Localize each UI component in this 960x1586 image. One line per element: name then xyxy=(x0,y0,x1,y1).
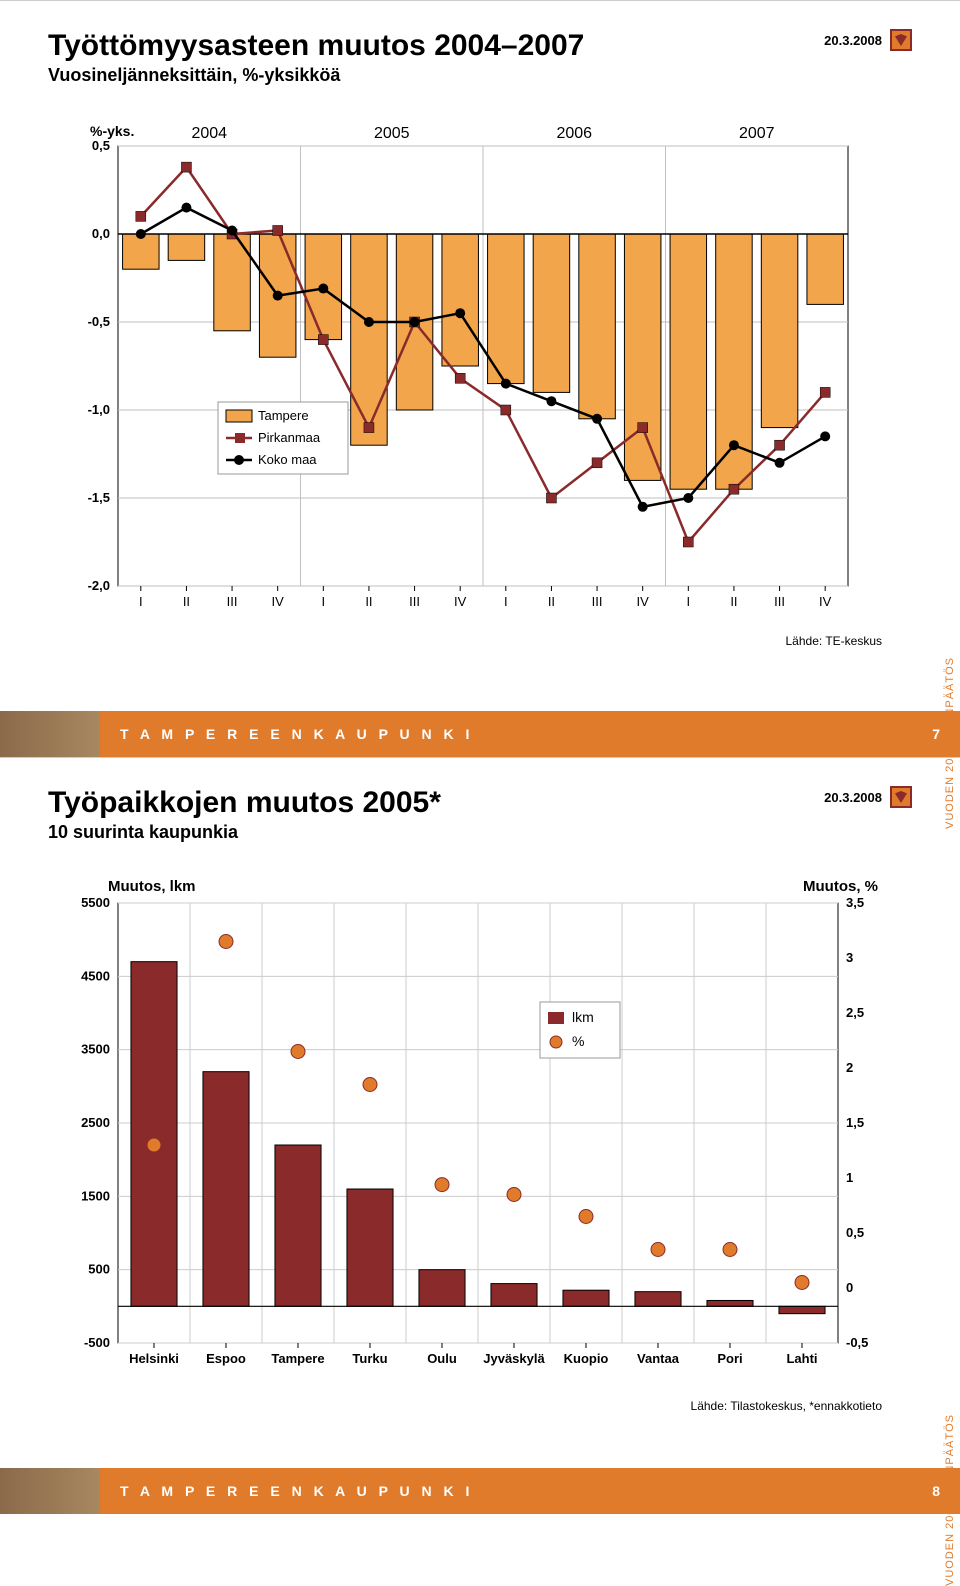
svg-text:-2,0: -2,0 xyxy=(88,578,110,593)
svg-text:1,5: 1,5 xyxy=(846,1115,864,1130)
svg-text:2005: 2005 xyxy=(374,125,410,142)
svg-text:Koko maa: Koko maa xyxy=(258,452,317,467)
chart1: 0,50,0-0,5-1,0-1,5-2,0IIIIIIIVIIIIIIIVII… xyxy=(48,106,912,626)
svg-text:III: III xyxy=(409,594,420,609)
chart1-source: Lähde: TE-keskus xyxy=(48,634,882,648)
svg-text:Pori: Pori xyxy=(717,1351,742,1366)
svg-text:I: I xyxy=(504,594,508,609)
svg-text:Espoo: Espoo xyxy=(206,1351,246,1366)
logo-icon xyxy=(890,786,912,808)
slide-2: Työpaikkojen muutos 2005* 10 suurinta ka… xyxy=(0,757,960,1514)
svg-text:IV: IV xyxy=(454,594,467,609)
svg-text:II: II xyxy=(730,594,737,609)
svg-text:I: I xyxy=(687,594,691,609)
slide1-date: 20.3.2008 xyxy=(824,33,882,48)
svg-text:IV: IV xyxy=(637,594,650,609)
page-num-1: 7 xyxy=(932,726,940,742)
svg-text:2007: 2007 xyxy=(739,125,775,142)
svg-text:Kuopio: Kuopio xyxy=(564,1351,609,1366)
svg-text:0,5: 0,5 xyxy=(846,1225,864,1240)
svg-text:Muutos, %: Muutos, % xyxy=(803,878,878,895)
svg-text:5500: 5500 xyxy=(81,895,110,910)
svg-text:2,5: 2,5 xyxy=(846,1005,864,1020)
chart2: 5500 4500 3500 2500 1500 500 -500 3,5 3 2,5 2 1,5 1 0… xyxy=(48,863,912,1393)
svg-text:0: 0 xyxy=(846,1280,853,1295)
svg-text:4500: 4500 xyxy=(81,968,110,983)
svg-text:-1,0: -1,0 xyxy=(88,402,110,417)
slide-1: Työttömyysasteen muutos 2004–2007 Vuosin… xyxy=(0,0,960,757)
svg-text:-0,5: -0,5 xyxy=(846,1335,868,1350)
svg-text:Oulu: Oulu xyxy=(427,1351,457,1366)
svg-text:0,0: 0,0 xyxy=(92,226,110,241)
svg-text:Muutos, lkm: Muutos, lkm xyxy=(108,878,196,895)
svg-text:Tampere: Tampere xyxy=(271,1351,324,1366)
svg-text:lkm: lkm xyxy=(572,1009,594,1025)
chart2-source: Lähde: Tilastokeskus, *ennakkotieto xyxy=(48,1399,882,1413)
footer-1: T A M P E R E E N K A U P U N K I 7 xyxy=(0,711,960,757)
svg-text:1: 1 xyxy=(846,1170,853,1185)
svg-text:II: II xyxy=(548,594,555,609)
svg-text:-1,5: -1,5 xyxy=(88,490,110,505)
svg-text:IV: IV xyxy=(819,594,832,609)
svg-text:Vantaa: Vantaa xyxy=(637,1351,680,1366)
chart2-svg: 5500 4500 3500 2500 1500 500 -500 3,5 3 2,5 2 1,5 1 0… xyxy=(48,863,898,1393)
svg-text:2500: 2500 xyxy=(81,1115,110,1130)
svg-text:IV: IV xyxy=(272,594,285,609)
svg-text:3500: 3500 xyxy=(81,1042,110,1057)
svg-text:1500: 1500 xyxy=(81,1188,110,1203)
svg-text:Pirkanmaa: Pirkanmaa xyxy=(258,430,321,445)
svg-text:-0,5: -0,5 xyxy=(88,314,110,329)
svg-text:Lahti: Lahti xyxy=(786,1351,817,1366)
svg-text:%-yks.: %-yks. xyxy=(90,123,134,139)
footer-text-2: T A M P E R E E N K A U P U N K I xyxy=(120,1483,473,1499)
svg-text:0,5: 0,5 xyxy=(92,138,110,153)
svg-text:Jyväskylä: Jyväskylä xyxy=(483,1351,545,1366)
svg-text:2: 2 xyxy=(846,1060,853,1075)
page-num-2: 8 xyxy=(932,1483,940,1499)
svg-text:II: II xyxy=(365,594,372,609)
svg-text:2004: 2004 xyxy=(191,125,227,142)
svg-text:II: II xyxy=(183,594,190,609)
footer-2: T A M P E R E E N K A U P U N K I 8 xyxy=(0,1468,960,1514)
svg-text:III: III xyxy=(592,594,603,609)
svg-text:-500: -500 xyxy=(84,1335,110,1350)
slide2-title: Työpaikkojen muutos 2005* xyxy=(48,786,441,820)
svg-text:III: III xyxy=(774,594,785,609)
svg-text:Tampere: Tampere xyxy=(258,408,309,423)
svg-text:%: % xyxy=(572,1033,584,1049)
slide2-subtitle: 10 suurinta kaupunkia xyxy=(48,822,441,843)
svg-text:500: 500 xyxy=(88,1262,110,1277)
svg-text:I: I xyxy=(139,594,143,609)
slide1-subtitle: Vuosineljänneksittäin, %-yksikköä xyxy=(48,65,584,86)
svg-text:Turku: Turku xyxy=(352,1351,387,1366)
svg-text:2006: 2006 xyxy=(556,125,592,142)
svg-text:3,5: 3,5 xyxy=(846,895,864,910)
footer-text-1: T A M P E R E E N K A U P U N K I xyxy=(120,726,473,742)
svg-text:I: I xyxy=(322,594,326,609)
slide2-date: 20.3.2008 xyxy=(824,790,882,805)
slide1-title: Työttömyysasteen muutos 2004–2007 xyxy=(48,29,584,63)
logo-icon xyxy=(890,29,912,51)
chart1-svg: 0,50,0-0,5-1,0-1,5-2,0IIIIIIIVIIIIIIIVII… xyxy=(48,106,868,626)
svg-text:Helsinki: Helsinki xyxy=(129,1351,179,1366)
svg-text:III: III xyxy=(227,594,238,609)
svg-text:3: 3 xyxy=(846,950,853,965)
